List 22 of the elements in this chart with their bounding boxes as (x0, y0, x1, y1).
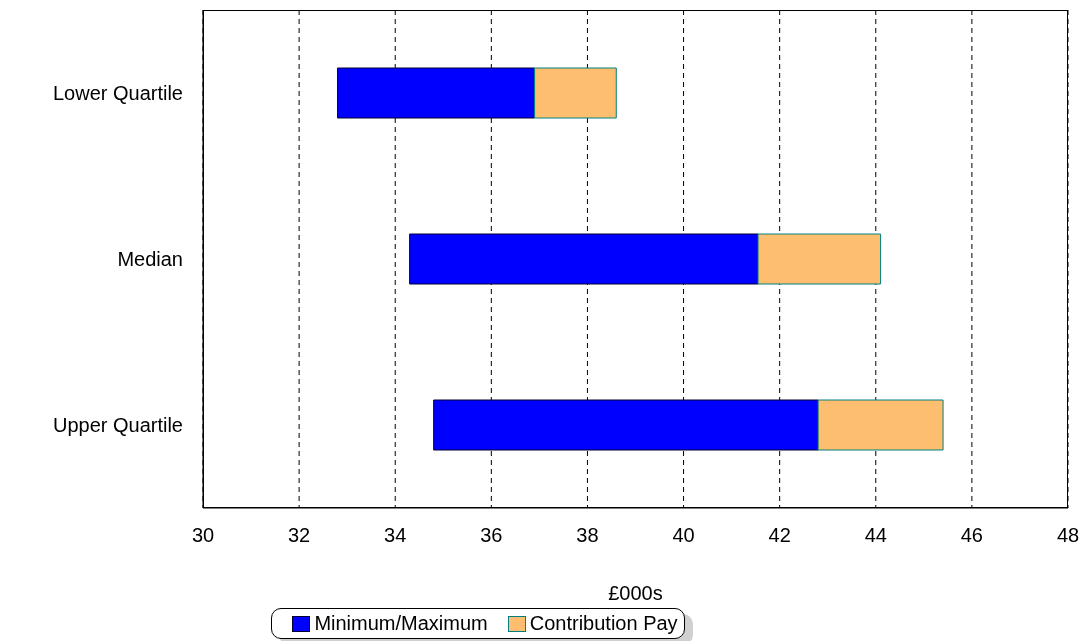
bar (433, 399, 819, 451)
x-tick-label: 40 (672, 524, 695, 547)
x-tick-label: 30 (191, 524, 215, 547)
bar (409, 233, 759, 285)
bar (757, 233, 882, 285)
x-tick-label: 46 (960, 524, 984, 547)
y-tick-label: Upper Quartile (52, 414, 183, 437)
x-axis-title: £000s (608, 582, 663, 604)
bar (337, 67, 536, 119)
legend-label: Contribution Pay (529, 612, 678, 635)
y-tick-label: Lower Quartile (52, 82, 183, 105)
x-tick-label: 38 (576, 524, 599, 547)
legend-label: Minimum/Maximum (314, 612, 488, 635)
y-tick-label: Median (117, 248, 183, 271)
x-tick-label: 42 (768, 524, 791, 547)
bar (534, 67, 617, 119)
bar (817, 399, 944, 451)
x-tick-label: 32 (287, 524, 311, 547)
x-tick-label: 44 (864, 524, 887, 547)
x-tick-label: 34 (384, 524, 407, 547)
x-tick-label: 48 (1056, 524, 1080, 547)
x-tick-label: 36 (480, 524, 503, 547)
